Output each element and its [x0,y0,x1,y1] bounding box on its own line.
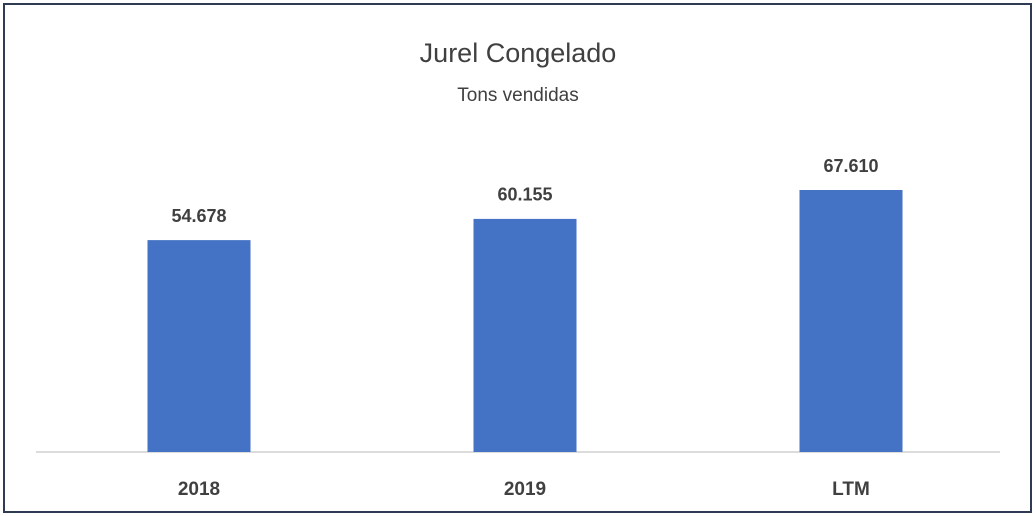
x-tick-label: LTM [832,479,870,500]
data-label: 67.610 [823,156,878,176]
bar [799,190,903,453]
data-label: 54.678 [171,206,226,226]
bar [147,240,251,452]
x-tick-label: 2018 [178,479,220,500]
bar [473,218,577,452]
data-label: 60.155 [497,185,552,205]
x-tick-label: 2019 [504,479,546,500]
chart-title: Jurel Congelado [420,38,617,68]
chart-subtitle: Tons vendidas [457,85,578,106]
